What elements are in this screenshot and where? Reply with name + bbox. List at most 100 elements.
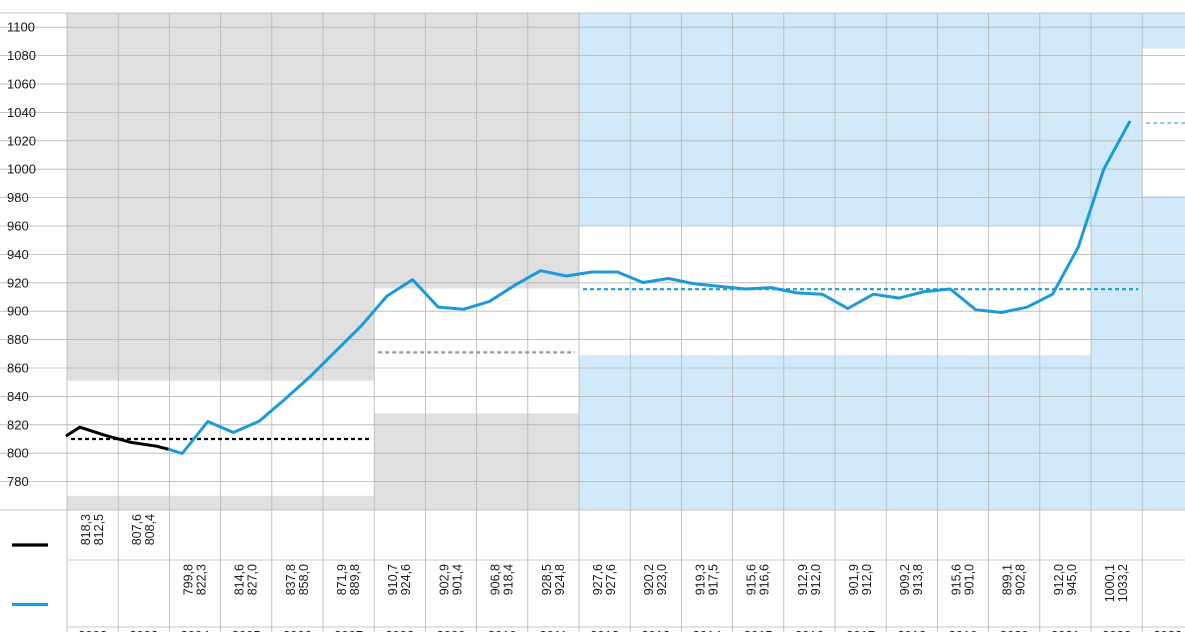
x-tick-label-2009: 2009 xyxy=(437,628,466,632)
x-tick-label-2020: 2020 xyxy=(1000,628,1029,632)
data-point-1-19 xyxy=(642,281,644,284)
data-point-1-2 xyxy=(207,420,209,423)
table-value-1-6-1: 924,6 xyxy=(399,564,413,595)
x-tick-label-2015: 2015 xyxy=(744,628,773,632)
x-tick-label-2008: 2008 xyxy=(385,628,414,632)
data-point-1-34 xyxy=(1026,306,1028,308)
y-tick-label-1000: 1000 xyxy=(7,162,36,177)
data-point-1-20 xyxy=(668,277,670,280)
y-axis-tick-labels: 780 800 820 840 860 880 900 920 940 960 980 1000 102… xyxy=(7,20,36,489)
value-table: 818,3 812,5 807,6 808,4 799,8 822,3 814,6 827,0… xyxy=(79,514,1130,602)
table-value-1-20-0: 1000,1 xyxy=(1103,564,1117,602)
y-tick-label-1040: 1040 xyxy=(7,105,36,120)
table-value-1-7-0: 902,9 xyxy=(437,564,451,595)
x-tick-label-2022: 2022 xyxy=(1102,628,1131,632)
legend xyxy=(12,543,48,607)
data-point-1-28 xyxy=(872,293,875,295)
table-value-1-3-0: 814,6 xyxy=(233,564,247,595)
table-value-1-5-1: 889,8 xyxy=(348,564,362,595)
y-tick-label-1020: 1020 xyxy=(7,133,36,148)
data-point-0-1 xyxy=(79,426,81,428)
data-point-1-17 xyxy=(591,271,593,273)
data-point-1-1 xyxy=(181,452,183,455)
y-tick-label-960: 960 xyxy=(7,219,29,234)
data-point-1-22 xyxy=(719,285,721,287)
table-value-1-9-0: 928,5 xyxy=(540,564,554,595)
table-value-1-15-1: 912,0 xyxy=(860,564,874,595)
data-point-0-0 xyxy=(66,434,68,437)
table-value-1-20-1: 1033,2 xyxy=(1116,564,1130,602)
y-tick-label-840: 840 xyxy=(7,389,29,404)
table-value-0-0-0: 818,3 xyxy=(79,514,93,545)
data-point-0-3 xyxy=(130,441,132,444)
y-tick-label-880: 880 xyxy=(7,332,29,347)
table-value-1-13-1: 916,6 xyxy=(758,564,772,595)
x-tick-label-2014: 2014 xyxy=(693,628,722,632)
x-tick-label-2007: 2007 xyxy=(334,628,363,632)
x-tick-label-2019: 2019 xyxy=(949,628,978,632)
y-tick-label-860: 860 xyxy=(7,361,29,376)
data-point-1-6 xyxy=(309,375,311,378)
table-value-1-4-1: 858,0 xyxy=(297,564,311,595)
data-point-1-21 xyxy=(693,283,695,285)
y-tick-label-1060: 1060 xyxy=(7,77,36,92)
table-value-1-14-1: 912,0 xyxy=(809,564,823,595)
series-lines xyxy=(65,120,1131,455)
x-tick-label-2017: 2017 xyxy=(846,628,875,632)
table-value-1-18-0: 899,1 xyxy=(1001,564,1015,595)
table-value-1-19-0: 912,0 xyxy=(1052,564,1066,595)
data-point-1-25 xyxy=(796,292,798,294)
y-tick-label-1100: 1100 xyxy=(7,20,35,35)
y-tick-label-900: 900 xyxy=(7,304,29,319)
data-point-1-10 xyxy=(412,279,414,281)
y-tick-label-920: 920 xyxy=(7,275,29,290)
data-point-1-5 xyxy=(284,398,286,401)
table-value-0-1-0: 807,6 xyxy=(130,514,144,545)
table-value-1-17-0: 915,6 xyxy=(949,564,963,595)
table-value-1-10-0: 927,6 xyxy=(591,564,605,595)
data-point-1-4 xyxy=(258,420,260,422)
data-point-1-15 xyxy=(540,270,542,272)
x-tick-label-2021: 2021 xyxy=(1051,628,1080,632)
table-value-1-16-0: 909,2 xyxy=(898,564,912,595)
x-tick-label-2016: 2016 xyxy=(795,628,824,632)
table-value-1-9-1: 924,8 xyxy=(553,564,567,595)
data-point-1-7 xyxy=(335,350,337,352)
data-point-1-11 xyxy=(437,306,439,308)
x-tick-label-2023: 2023 xyxy=(1153,628,1182,632)
data-point-1-29 xyxy=(898,297,900,299)
x-tick-label-2005: 2005 xyxy=(232,628,261,632)
table-value-1-6-0: 910,7 xyxy=(386,564,400,595)
x-tick-label-2018: 2018 xyxy=(897,628,926,632)
table-value-1-11-0: 920,2 xyxy=(642,564,656,595)
data-point-1-36 xyxy=(1077,246,1079,248)
data-point-1-35 xyxy=(1052,293,1054,295)
data-point-1-12 xyxy=(463,308,465,310)
table-value-1-15-0: 901,9 xyxy=(847,564,861,595)
table-value-1-2-0: 799,8 xyxy=(181,564,195,595)
data-point-1-13 xyxy=(488,300,490,303)
background-bands xyxy=(67,13,1185,510)
y-tick-label-820: 820 xyxy=(7,417,29,432)
table-value-1-8-0: 906,8 xyxy=(489,564,503,595)
data-point-1-16 xyxy=(565,275,567,277)
series-line-0 xyxy=(65,425,171,451)
table-value-1-7-1: 901,4 xyxy=(450,564,464,595)
y-tick-label-800: 800 xyxy=(7,446,29,461)
y-tick-label-780: 780 xyxy=(7,474,29,489)
data-point-1-27 xyxy=(847,307,849,310)
data-point-1-33 xyxy=(1000,311,1003,314)
data-point-0-2 xyxy=(104,434,106,437)
data-point-1-8 xyxy=(360,325,362,327)
data-point-1-23 xyxy=(744,288,747,290)
data-point-1-0 xyxy=(168,448,170,451)
grid xyxy=(0,12,1185,632)
data-point-1-18 xyxy=(616,271,619,273)
data-point-1-32 xyxy=(975,309,977,311)
y-tick-label-940: 940 xyxy=(7,247,29,262)
table-value-1-18-1: 902,8 xyxy=(1014,564,1028,595)
x-tick-label-2011: 2011 xyxy=(539,628,567,632)
x-tick-label-2002: 2002 xyxy=(78,628,107,632)
table-value-1-2-1: 822,3 xyxy=(194,564,208,595)
